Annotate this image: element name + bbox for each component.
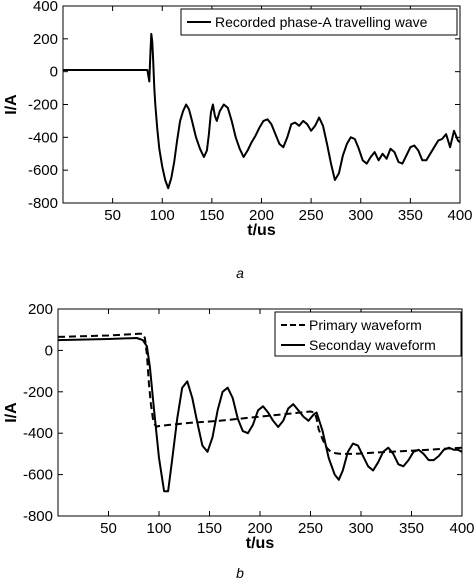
legend-label: Primary waveform (309, 317, 422, 333)
y-tick-label: -200 (23, 384, 53, 401)
chart-b-panel-label: b (236, 565, 244, 581)
x-tick-label: 300 (348, 207, 373, 224)
chart-b-y-axis-label: I/A (3, 402, 20, 423)
chart-b-plot-frame (57, 308, 463, 517)
chart-b-x-axis-label: t/us (246, 535, 275, 552)
x-tick-label: 400 (449, 520, 474, 537)
chart-a-legend: Recorded phase-A travelling wave (180, 8, 458, 36)
chart-a-x-axis-label: t/us (247, 222, 276, 239)
x-tick-label: 250 (298, 520, 323, 537)
y-tick-label: -800 (23, 508, 53, 525)
x-tick-label: 100 (150, 207, 175, 224)
y-tick-label: -200 (28, 97, 58, 114)
x-tick-label: 350 (399, 520, 424, 537)
y-tick-label: -400 (23, 425, 53, 442)
legend-label: Seconday waveform (309, 337, 436, 353)
chart-a-series (63, 32, 461, 190)
y-tick-label: -600 (28, 162, 58, 179)
y-tick-label: 0 (50, 64, 58, 81)
chart-b-legend: Primary waveform Seconday waveform (274, 311, 462, 357)
x-tick-label: 50 (104, 207, 121, 224)
x-tick-label: 200 (249, 207, 274, 224)
x-tick-label: 100 (146, 520, 171, 537)
legend-box (274, 311, 462, 357)
x-tick-label: 200 (247, 520, 272, 537)
series-line-1 (63, 32, 461, 190)
chart-a-plot-frame (62, 5, 461, 204)
y-tick-label: 200 (28, 301, 53, 318)
series-line-1 (57, 332, 463, 455)
chart-a: 50 100 150 200 250 300 350 400 400 200 0 -200 -400 -6… (3, 0, 473, 281)
x-tick-label: 50 (100, 520, 117, 537)
chart-a-y-axis-label: I/A (3, 94, 20, 115)
legend-box (180, 8, 458, 36)
x-tick-label: 400 (447, 207, 472, 224)
series-line-2 (57, 337, 463, 493)
chart-b: 50 100 150 200 250 300 350 400 200 0 -200 -400 -600 -… (3, 301, 474, 581)
y-tick-label: 200 (33, 31, 58, 48)
chart-a-panel-label: a (236, 265, 244, 281)
legend-label: Recorded phase-A travelling wave (215, 14, 428, 30)
chart-a-ticks: 50 100 150 200 250 300 350 400 400 200 0 -200 -400 -6… (28, 0, 473, 224)
x-tick-label: 250 (299, 207, 324, 224)
chart-b-series (57, 332, 463, 493)
y-tick-label: -800 (28, 195, 58, 212)
y-tick-label: 400 (33, 0, 58, 15)
x-tick-label: 150 (199, 207, 224, 224)
y-tick-label: -600 (23, 467, 53, 484)
y-tick-label: -400 (28, 129, 58, 146)
chart-b-ticks: 50 100 150 200 250 300 350 400 200 0 -200 -400 -600 -… (23, 301, 474, 537)
x-tick-label: 300 (348, 520, 373, 537)
y-tick-label: 0 (45, 342, 53, 359)
x-tick-label: 150 (197, 520, 222, 537)
x-tick-label: 350 (398, 207, 423, 224)
